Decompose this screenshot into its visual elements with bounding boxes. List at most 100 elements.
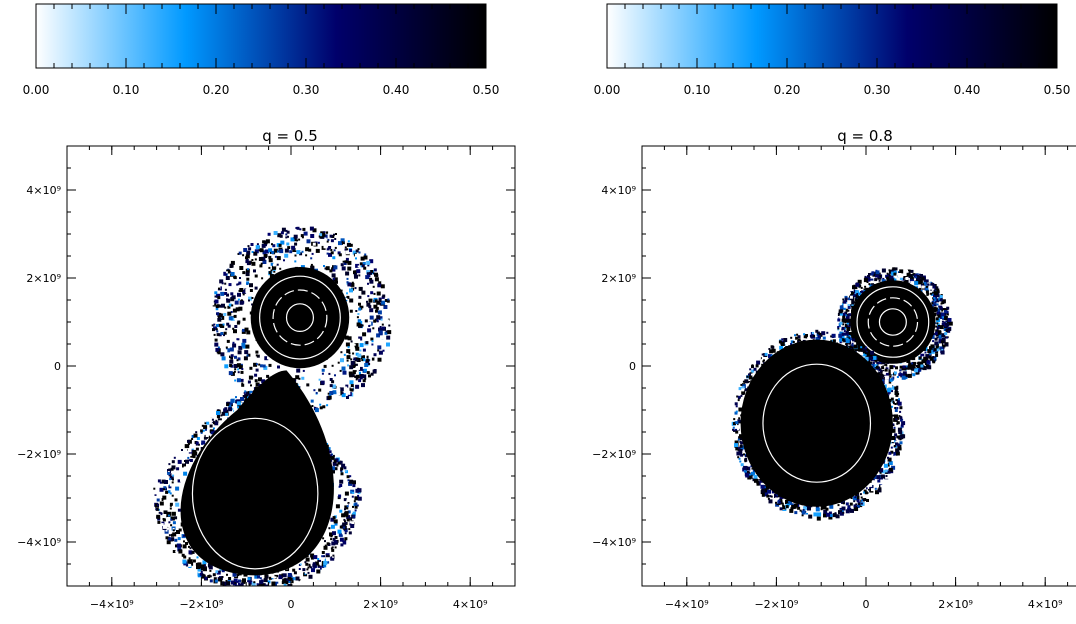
density-cell [168, 537, 172, 541]
density-cell [164, 480, 168, 484]
density-cell [217, 296, 221, 300]
density-cell [351, 495, 354, 498]
density-cell [343, 528, 348, 533]
density-cell [191, 452, 195, 456]
density-contour [259, 275, 341, 360]
density-cell [785, 500, 789, 504]
density-cell [238, 583, 243, 586]
x-tick-label: −4×10⁹ [665, 598, 709, 611]
density-cell [892, 385, 897, 390]
density-cell [201, 424, 204, 427]
chart-title: q = 0.5 [262, 127, 317, 145]
density-cell [159, 519, 162, 523]
density-cell [938, 330, 942, 334]
density-cell [185, 542, 188, 545]
density-cell [768, 354, 772, 359]
density-cell [214, 338, 218, 342]
density-cell [881, 373, 884, 376]
density-cell [906, 272, 911, 277]
density-cell [171, 481, 174, 484]
density-cell [178, 528, 182, 532]
density-cell [896, 376, 899, 378]
density-cell [382, 349, 385, 352]
density-cell [888, 274, 891, 277]
density-cell [163, 508, 166, 510]
density-cell [899, 273, 904, 278]
density-cell [867, 277, 871, 280]
density-cell [227, 579, 231, 583]
density-cell [846, 327, 851, 331]
density-cell [280, 231, 284, 235]
density-cell [932, 340, 935, 343]
density-cell [230, 398, 235, 403]
density-cell [223, 408, 228, 413]
density-cell [906, 359, 911, 363]
density-cell [378, 330, 383, 335]
density-cell [378, 316, 383, 321]
density-cell [762, 360, 765, 363]
density-cell [889, 465, 892, 467]
density-cell [835, 514, 840, 519]
density-cell [279, 257, 283, 261]
density-cell [188, 459, 191, 462]
density-cell [839, 331, 844, 336]
density-cell [761, 353, 764, 356]
density-cell [929, 352, 932, 355]
density-cell [245, 268, 250, 273]
density-contour [856, 286, 930, 358]
density-cell [187, 456, 190, 459]
density-cell [289, 584, 292, 586]
density-cell [856, 495, 860, 499]
density-cell [211, 418, 214, 421]
density-cell [854, 496, 857, 499]
density-cell [162, 495, 167, 500]
density-cell [215, 347, 220, 352]
density-cell [851, 334, 856, 339]
density-cell [849, 502, 853, 506]
density-cell [246, 389, 250, 392]
density-cell [201, 573, 205, 577]
density-cell [292, 577, 296, 581]
density-cell [247, 380, 251, 384]
density-cell [214, 579, 218, 583]
density-cell [344, 505, 349, 510]
density-cell [334, 374, 336, 377]
density-cell [328, 372, 331, 375]
density-cell [807, 506, 811, 511]
density-cell [271, 577, 274, 580]
density-cell [191, 438, 194, 440]
density-cell [319, 403, 322, 406]
density-cell [374, 357, 379, 362]
density-cell [223, 313, 227, 316]
density-cell [739, 450, 742, 453]
density-cell [910, 269, 914, 273]
density-cell [347, 479, 350, 482]
density-cell [230, 580, 235, 585]
density-cell [888, 269, 891, 272]
density-cell [338, 253, 342, 257]
density-cell [350, 282, 355, 287]
density-cell [897, 435, 901, 439]
density-cell [234, 584, 238, 586]
density-cell [242, 395, 246, 398]
density-cell [192, 559, 196, 563]
density-cell [318, 378, 321, 381]
density-cell [218, 287, 220, 290]
density-cell [330, 556, 335, 561]
density-cell [242, 317, 246, 321]
density-cell [377, 345, 382, 350]
density-cell [384, 331, 388, 335]
density-cell [932, 291, 935, 294]
density-cell [312, 563, 317, 568]
density-cell [326, 542, 330, 546]
density-cell [313, 389, 316, 392]
density-cell [188, 545, 190, 548]
density-cell [329, 269, 333, 273]
density-cell [373, 353, 377, 357]
density-cell [195, 447, 199, 451]
density-cell [939, 315, 944, 319]
density-cell [336, 469, 339, 471]
density-cell [829, 504, 834, 509]
density-cell [377, 357, 382, 362]
density-cell [844, 295, 848, 299]
